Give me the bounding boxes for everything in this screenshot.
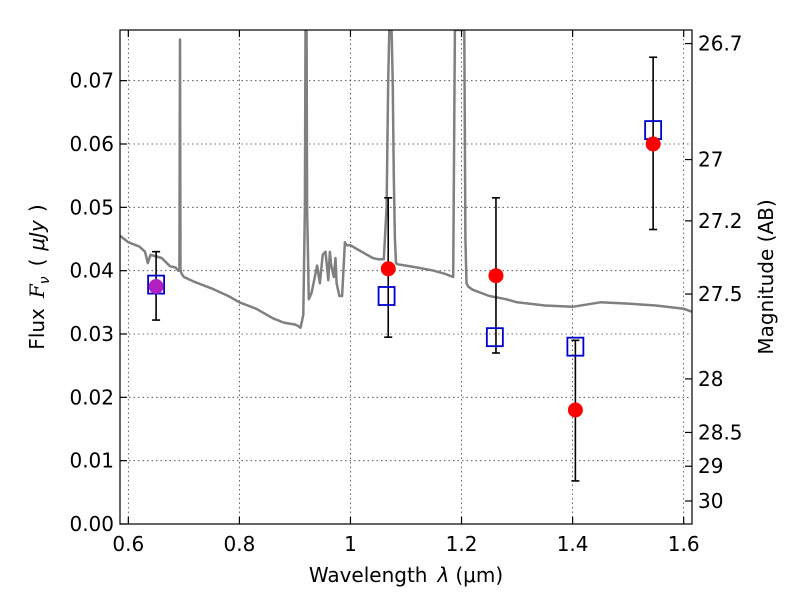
x-tick-label: 0.6 (112, 532, 144, 556)
y-tick-label: 0.02 (69, 385, 114, 409)
y2-tick-label: 29 (698, 454, 723, 478)
observed-point-marker (380, 261, 396, 277)
y-tick-label: 0.04 (69, 259, 114, 283)
model-square-marker (485, 327, 504, 348)
y2-tick-label: 28.5 (698, 420, 743, 444)
x-tick-label: 0.8 (223, 532, 255, 556)
y2-tick-label: 27 (698, 148, 723, 172)
x-tick-label: 1.6 (668, 532, 700, 556)
observed-point-marker (645, 136, 661, 152)
x-tick-label: 1 (344, 532, 357, 556)
plot-frame (119, 29, 693, 525)
x-axis-label: Wavelength λ (μm) (309, 563, 503, 587)
spectrum-line (120, 30, 692, 329)
y2-tick-label: 26.7 (698, 32, 743, 56)
y2-tick-label: 30 (698, 489, 723, 513)
y2-tick-label: 27.5 (698, 282, 743, 306)
x-axis-ticks: 0.6 0.8 1 1.2 1.4 1.6 (112, 30, 700, 556)
x-tick-label: 1.2 (446, 532, 478, 556)
model-square-marker (566, 336, 585, 357)
observed-point-marker (488, 268, 504, 284)
y-tick-label: 0.00 (69, 512, 114, 536)
observed-markers (148, 136, 661, 418)
model-square-marker (377, 286, 396, 306)
y2-tick-label: 27.2 (698, 209, 743, 233)
grid-lines (120, 30, 692, 524)
model-markers (147, 120, 663, 357)
spectrum-series (120, 30, 692, 329)
error-bars (152, 56, 658, 482)
x-tick-label: 1.4 (557, 532, 589, 556)
y-tick-label: 0.06 (69, 132, 114, 156)
y2-axis-ticks: 26.7 27 27.2 27.5 28 28.5 29 30 (685, 32, 743, 513)
y2-tick-label: 28 (698, 367, 723, 391)
y-axis-label: FluxFν(μJy) (25, 204, 53, 349)
observed-point-marker (567, 402, 583, 418)
y-tick-label: 0.01 (69, 449, 114, 473)
y2-axis-label: Magnitude (AB) (754, 199, 778, 354)
y-tick-label: 0.07 (69, 69, 114, 93)
y-axis-ticks: 0.00 0.01 0.02 0.03 0.04 0.05 0.06 0.07 (69, 69, 127, 536)
observed-point-marker (148, 279, 164, 294)
y-tick-label: 0.05 (69, 195, 114, 219)
y-tick-label: 0.03 (69, 322, 114, 346)
